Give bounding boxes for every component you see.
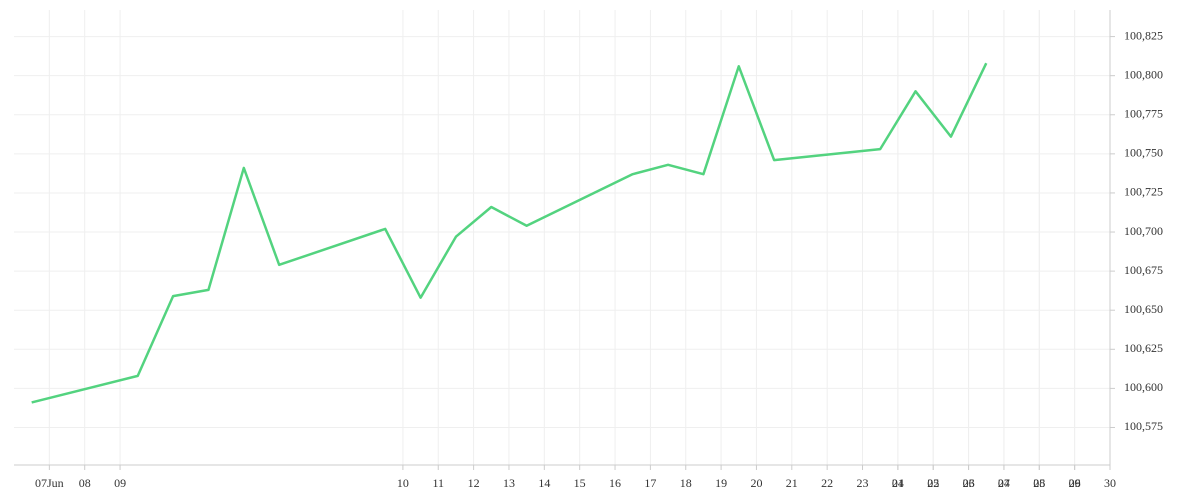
x-tick-label: 23 — [857, 476, 869, 490]
x-tick-label: 27 — [998, 476, 1010, 490]
y-tick-label: 100,575 — [1124, 419, 1163, 433]
x-tick-label: 03 — [963, 476, 975, 490]
x-tick-label: 13 — [503, 476, 515, 490]
x-tick-label: 01 — [892, 476, 904, 490]
y-tick-label: 100,750 — [1124, 146, 1163, 160]
y-tick-label: 100,800 — [1124, 67, 1163, 81]
y-tick-label: 100,675 — [1124, 263, 1163, 277]
x-tick-label: 05 — [1033, 476, 1045, 490]
x-tick-label: 06 — [1069, 476, 1081, 490]
x-tick-label: 25 — [927, 476, 939, 490]
y-tick-label: 100,700 — [1124, 224, 1163, 238]
x-tick-label: 29 — [1069, 476, 1081, 490]
x-tick-label: 11 — [432, 476, 444, 490]
y-tick-label: 100,600 — [1124, 380, 1163, 394]
y-tick-label: 100,725 — [1124, 185, 1163, 199]
x-tick-label: 26 — [963, 476, 975, 490]
y-tick-label: 100,775 — [1124, 107, 1163, 121]
line-series — [31, 62, 988, 404]
x-tick-label: 22 — [821, 476, 833, 490]
x-tick-label: 12 — [468, 476, 480, 490]
y-tick-label: 100,650 — [1124, 302, 1163, 316]
x-tick-label: 02 — [927, 476, 939, 490]
x-tick-label: 04 — [998, 476, 1010, 490]
y-tick-label: 100,825 — [1124, 28, 1163, 42]
x-tick-label: 20 — [750, 476, 762, 490]
x-tick-label: 15 — [574, 476, 586, 490]
x-tick-label: 10 — [397, 476, 409, 490]
x-tick-label: 16 — [609, 476, 621, 490]
x-tick-label: 17 — [644, 476, 656, 490]
x-tick-label: 28 — [1033, 476, 1045, 490]
x-tick-label: 08 — [79, 476, 91, 490]
x-tick-label: 09 — [114, 476, 126, 490]
x-tick-label: 24 — [892, 476, 904, 490]
x-tick-label: 14 — [538, 476, 550, 490]
x-tick-label: 21 — [786, 476, 798, 490]
x-tick-label: 07Jun — [35, 476, 64, 490]
x-tick-label: 30 — [1104, 476, 1116, 490]
x-tick-label: 19 — [715, 476, 727, 490]
x-tick-label: 18 — [680, 476, 692, 490]
y-tick-label: 100,625 — [1124, 341, 1163, 355]
